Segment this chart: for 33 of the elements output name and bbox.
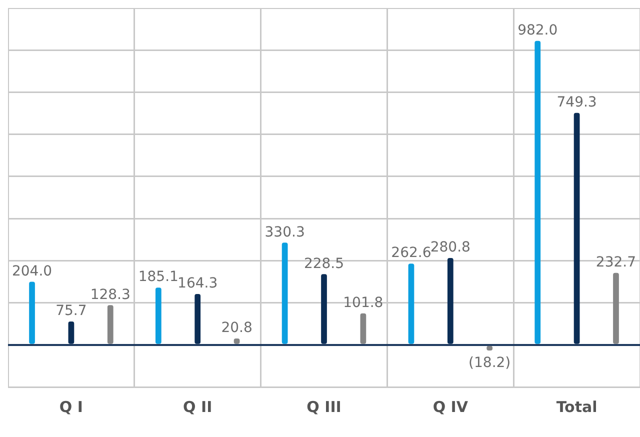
- data-label: 228.5: [304, 256, 344, 272]
- bar: [574, 112, 580, 344]
- bar: [282, 242, 288, 344]
- bar: [613, 272, 619, 344]
- x-tick-label: Total: [556, 398, 598, 416]
- data-label: 280.8: [430, 240, 470, 256]
- data-label: 20.8: [221, 320, 252, 336]
- data-label: 101.8: [343, 295, 384, 312]
- data-label: 982.0: [518, 22, 558, 38]
- bar: [29, 282, 35, 344]
- data-label: 164.3: [178, 276, 218, 292]
- data-label: 204.0: [12, 263, 52, 280]
- x-tick-label: Q IV: [432, 398, 468, 416]
- bar: [360, 313, 366, 344]
- bar: [194, 294, 201, 344]
- x-tick-label: Q I: [59, 398, 83, 416]
- data-label: 749.3: [556, 94, 597, 111]
- data-label: 262.6: [391, 245, 432, 262]
- data-label: 185.1: [138, 269, 178, 286]
- data-label: 75.7: [56, 303, 87, 320]
- x-tick-label: Q II: [183, 398, 212, 416]
- bar: [447, 258, 454, 344]
- bar: [155, 288, 162, 344]
- bar: [408, 264, 414, 344]
- data-label: 232.7: [596, 254, 636, 270]
- x-tick-label: Q III: [306, 398, 342, 416]
- bar: [321, 274, 327, 344]
- data-label: 128.3: [90, 286, 130, 303]
- bar: [107, 305, 114, 344]
- bar: [68, 321, 74, 344]
- bar: [534, 40, 541, 344]
- data-label: (18.2): [468, 355, 511, 372]
- data-label: 330.3: [264, 224, 305, 240]
